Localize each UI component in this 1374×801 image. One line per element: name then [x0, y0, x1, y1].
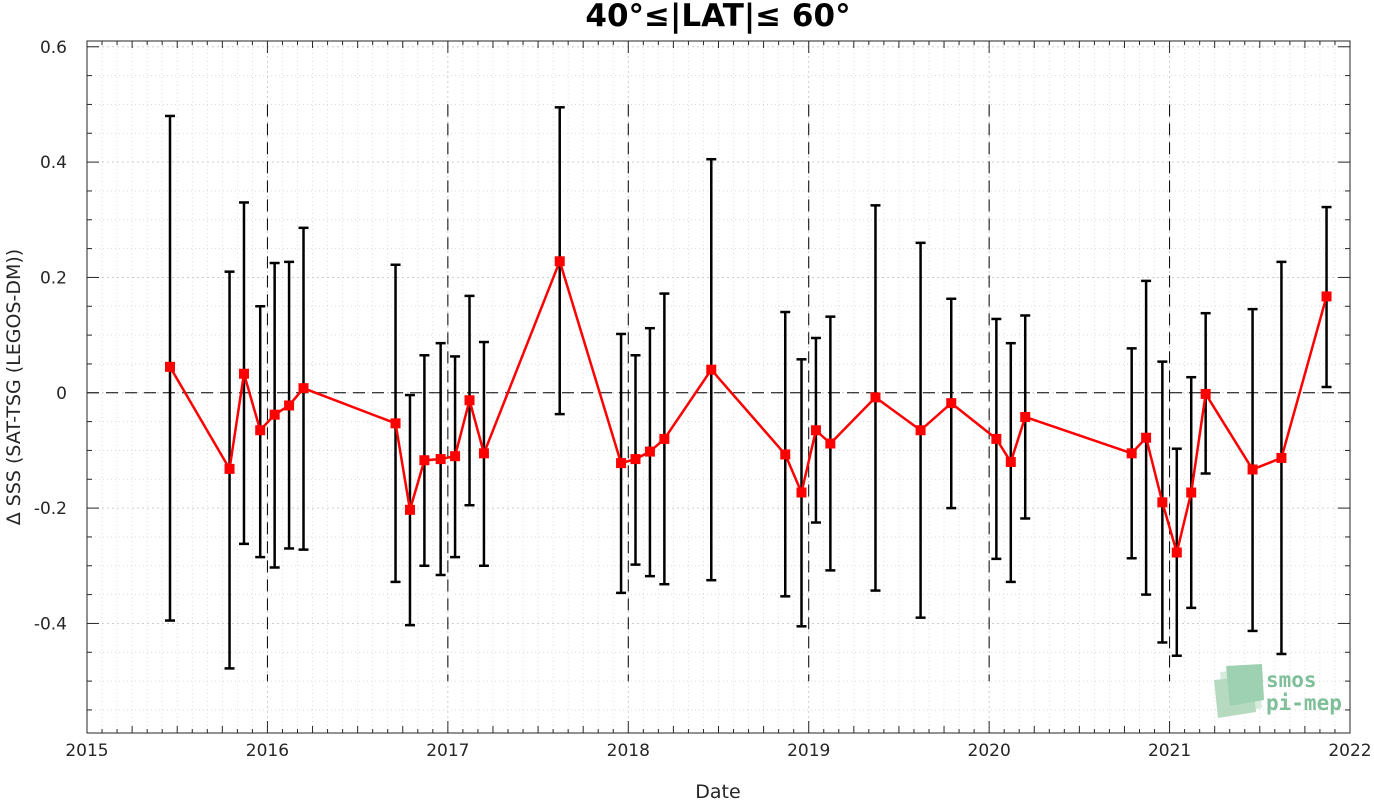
- logo-line-1: smos: [1266, 668, 1317, 692]
- data-point-marker: [659, 433, 670, 444]
- y-tick-label: 0.6: [40, 38, 67, 58]
- data-point-marker: [1321, 291, 1332, 302]
- smos-pi-mep-logo: smos pi-mep: [1214, 664, 1342, 718]
- x-tick-label: 2022: [1328, 741, 1371, 761]
- y-tick-label: 0.2: [40, 268, 67, 288]
- x-axis-label: Date: [695, 781, 740, 801]
- y-tick-label: 0.4: [40, 153, 67, 173]
- data-point-marker: [780, 449, 791, 460]
- data-point-marker: [616, 458, 627, 469]
- x-tick-label: 2019: [787, 741, 830, 761]
- data-point-marker: [464, 395, 475, 406]
- data-point-marker: [284, 400, 295, 411]
- logo-line-2: pi-mep: [1266, 691, 1342, 715]
- data-point-marker: [1247, 464, 1258, 475]
- data-point-marker: [1005, 456, 1016, 467]
- logo-emblem: [1214, 664, 1264, 718]
- data-point-marker: [1141, 432, 1152, 443]
- y-axis-label: Δ SSS (SAT-TSG (LEGOS-DM)): [3, 249, 25, 525]
- data-point-marker: [1276, 452, 1287, 463]
- data-point-marker: [630, 454, 641, 465]
- data-point-marker: [404, 504, 415, 515]
- data-point-marker: [796, 487, 807, 498]
- data-point-marker: [946, 398, 957, 409]
- x-tick-label: 2020: [968, 741, 1011, 761]
- data-point-marker: [1171, 547, 1182, 558]
- data-point-marker: [298, 383, 309, 394]
- data-point-marker: [870, 392, 881, 403]
- minor-grid: [87, 41, 1350, 733]
- data-point-marker: [644, 446, 655, 457]
- data-point-marker: [1020, 411, 1031, 422]
- data-point-marker: [478, 448, 489, 459]
- x-tick-label: 2021: [1148, 741, 1191, 761]
- data-point-marker: [1200, 388, 1211, 399]
- data-point-marker: [224, 463, 235, 474]
- data-point-marker: [1126, 448, 1137, 459]
- series-markers: [164, 256, 1332, 558]
- data-point-marker: [1157, 497, 1168, 508]
- chart-title: 40°≤|LAT|≤ 60°: [585, 0, 850, 34]
- data-point-marker: [554, 256, 565, 267]
- data-point-marker: [255, 425, 266, 436]
- x-tick-label: 2016: [246, 741, 289, 761]
- y-tick-label: -0.2: [34, 499, 67, 519]
- data-point-marker: [810, 425, 821, 436]
- y-tick-label: -0.4: [34, 614, 67, 634]
- data-point-marker: [435, 454, 446, 465]
- data-point-marker: [450, 451, 461, 462]
- data-point-marker: [164, 361, 175, 372]
- x-tick-labels: 2015 2016 2017 2018 2019 2020 2021 2022: [65, 741, 1371, 761]
- x-tick-label: 2018: [607, 741, 650, 761]
- y-tick-labels: -0.4 -0.2 0 0.2 0.4 0.6: [34, 38, 67, 635]
- data-point-marker: [1186, 487, 1197, 498]
- data-point-marker: [419, 455, 430, 466]
- y-tick-label: 0: [56, 384, 67, 404]
- data-point-marker: [706, 364, 717, 375]
- x-tick-label: 2015: [65, 741, 108, 761]
- data-point-marker: [915, 425, 926, 436]
- data-point-marker: [238, 368, 249, 379]
- axis-ticks: [86, 41, 1351, 733]
- data-point-marker: [269, 409, 280, 420]
- x-tick-label: 2017: [426, 741, 469, 761]
- data-point-marker: [991, 433, 1002, 444]
- data-point-marker: [825, 438, 836, 449]
- data-point-marker: [390, 418, 401, 429]
